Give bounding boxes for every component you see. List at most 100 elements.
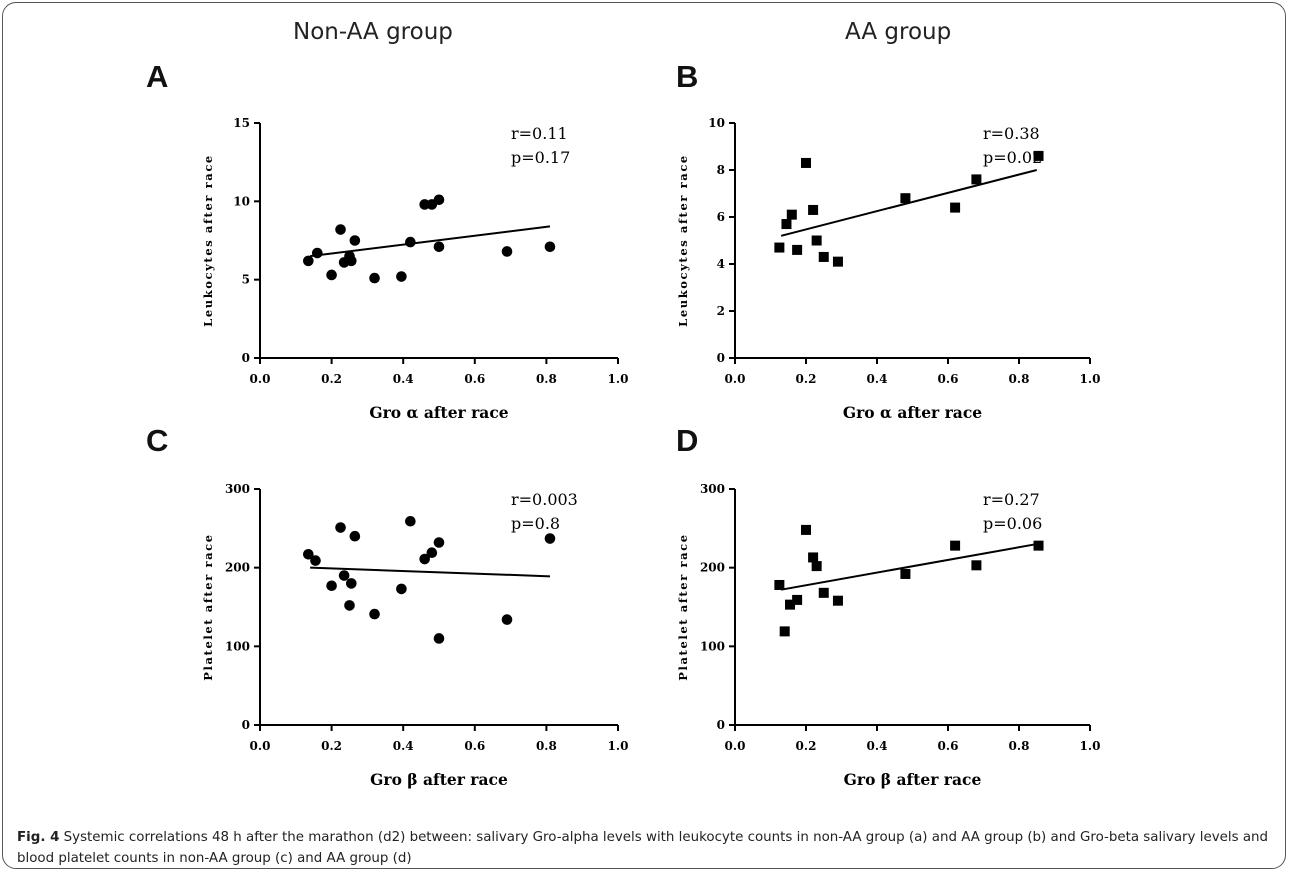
data-point — [326, 580, 337, 592]
x-tick-label: 0.2 — [796, 372, 817, 386]
x-axis-label: Gro β after race — [370, 770, 508, 789]
data-point — [811, 235, 822, 246]
data-point — [303, 548, 314, 560]
caption-lead: Fig. 4 — [17, 830, 60, 845]
x-axis-label: Gro β after race — [844, 770, 982, 789]
x-tick-label: 1.0 — [1080, 372, 1101, 386]
x-tick-label: 0.2 — [321, 739, 342, 753]
data-point — [785, 599, 796, 610]
panel-letter-b: B — [676, 59, 699, 94]
y-tick-label: 10 — [233, 194, 250, 208]
data-point — [1033, 150, 1044, 161]
data-point — [808, 552, 819, 563]
data-point — [950, 202, 961, 213]
x-tick-label: 0.4 — [867, 372, 888, 386]
data-point — [335, 522, 346, 533]
data-point — [501, 246, 513, 257]
figure-caption: Fig. 4 Systemic correlations 48 h after … — [17, 827, 1279, 869]
x-tick-label: 0.4 — [393, 739, 414, 753]
data-point — [433, 194, 445, 206]
x-tick-label: 1.0 — [608, 372, 629, 386]
data-point — [811, 561, 822, 572]
data-point — [426, 547, 438, 559]
data-point — [311, 247, 323, 259]
caption-text: Systemic correlations 48 h after the mar… — [17, 830, 1269, 866]
y-tick-label: 200 — [225, 561, 250, 575]
y-tick-label: 300 — [700, 482, 725, 496]
data-point — [818, 587, 829, 598]
data-point — [345, 578, 357, 589]
data-point — [781, 219, 792, 230]
x-tick-label: 0.4 — [393, 372, 414, 386]
data-point — [971, 174, 982, 185]
data-point — [396, 583, 407, 595]
data-point — [349, 235, 361, 246]
y-tick-label: 100 — [700, 639, 725, 653]
data-point — [832, 256, 843, 267]
x-tick-label: 0.6 — [464, 372, 485, 386]
p-value-annotation: p=0.8 — [511, 514, 560, 533]
data-point — [801, 524, 811, 535]
y-tick-label: 10 — [708, 116, 725, 130]
x-tick-label: 0.0 — [250, 739, 271, 753]
data-point — [326, 269, 337, 281]
data-point — [405, 515, 416, 527]
r-value-annotation: r=0.27 — [983, 490, 1040, 509]
data-point — [792, 244, 803, 255]
x-tick-label: 0.8 — [536, 372, 557, 386]
x-tick-label: 0.6 — [938, 372, 959, 386]
data-point — [433, 633, 445, 644]
x-tick-label: 0.0 — [725, 739, 746, 753]
x-tick-label: 1.0 — [608, 739, 629, 753]
y-tick-label: 8 — [717, 163, 725, 177]
y-tick-label: 100 — [225, 639, 250, 653]
data-point — [900, 193, 911, 204]
y-tick-label: 5 — [242, 273, 250, 287]
data-point — [433, 241, 445, 253]
y-axis-label: Platelet after race — [676, 533, 690, 680]
y-tick-label: 0 — [242, 718, 250, 732]
x-tick-label: 0.8 — [536, 739, 557, 753]
regression-line — [310, 566, 551, 578]
y-axis-label: Leukocytes after race — [676, 154, 690, 327]
data-point — [818, 251, 829, 262]
x-tick-label: 0.6 — [464, 739, 485, 753]
data-point — [433, 537, 445, 548]
r-value-annotation: r=0.11 — [511, 124, 568, 143]
x-tick-label: 0.8 — [1009, 372, 1030, 386]
y-tick-label: 6 — [717, 210, 725, 224]
data-point — [303, 255, 314, 267]
y-tick-label: 0 — [717, 718, 725, 732]
data-point — [501, 614, 513, 625]
data-point — [900, 568, 911, 579]
y-tick-label: 0 — [717, 351, 725, 365]
x-tick-label: 0.4 — [867, 739, 888, 753]
data-point — [774, 579, 785, 590]
y-tick-label: 0 — [242, 351, 250, 365]
y-tick-label: 2 — [717, 304, 725, 318]
data-point — [419, 553, 430, 565]
y-tick-label: 4 — [717, 257, 725, 271]
y-tick-label: 300 — [225, 482, 250, 496]
y-tick-label: 15 — [233, 116, 250, 130]
data-point — [779, 626, 790, 637]
data-point — [808, 204, 819, 215]
p-value-annotation: p=0.02 — [983, 148, 1042, 167]
data-point — [369, 272, 380, 284]
x-tick-label: 0.6 — [938, 739, 959, 753]
x-tick-label: 0.0 — [725, 372, 746, 386]
panel-letter-a: A — [146, 59, 169, 94]
p-value-annotation: p=0.17 — [511, 148, 570, 167]
panel-letter-d: D — [676, 423, 699, 458]
data-point — [792, 594, 803, 605]
data-point — [786, 209, 797, 220]
y-tick-label: 200 — [700, 561, 725, 575]
data-point — [950, 540, 961, 551]
group-title-non-aa: Non-AA group — [293, 19, 453, 45]
data-point — [349, 530, 361, 542]
x-tick-label: 0.2 — [321, 372, 342, 386]
data-point — [971, 560, 982, 571]
